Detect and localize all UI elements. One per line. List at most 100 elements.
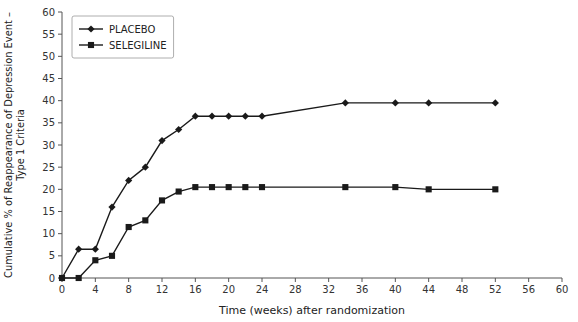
y-tick [58, 78, 62, 79]
x-tick-label: 24 [256, 284, 269, 295]
series-marker [158, 137, 165, 144]
y-tick-label: 55 [42, 29, 55, 40]
series-marker [225, 113, 232, 120]
y-tick [58, 255, 62, 256]
series-marker [209, 184, 215, 190]
x-tick [295, 278, 296, 282]
series-marker [159, 197, 165, 203]
y-tick-label: 10 [42, 228, 55, 239]
x-tick-label: 12 [156, 284, 169, 295]
x-tick [428, 278, 429, 282]
x-tick [95, 278, 96, 282]
x-tick [262, 278, 263, 282]
series-marker [192, 184, 198, 190]
y-tick [58, 211, 62, 212]
series-marker [492, 99, 499, 106]
series-marker [192, 113, 199, 120]
x-tick [195, 278, 196, 282]
series-marker [92, 257, 98, 263]
series-marker [392, 99, 399, 106]
series-marker [59, 275, 65, 281]
y-tick [58, 12, 62, 13]
x-tick-label: 56 [522, 284, 535, 295]
series-marker [426, 186, 432, 192]
series-marker [258, 113, 265, 120]
series-marker [342, 99, 349, 106]
series-marker [492, 186, 498, 192]
y-tick [58, 100, 62, 101]
y-axis-label-line: Cumulative % of Reappearance of Depressi… [3, 12, 14, 278]
y-tick [58, 167, 62, 168]
series-marker [259, 184, 265, 190]
x-tick-label: 44 [422, 284, 435, 295]
y-axis-label: Cumulative % of Reappearance of Depressi… [3, 12, 26, 278]
x-tick-label: 16 [189, 284, 202, 295]
series-marker [126, 224, 132, 230]
series-marker [58, 274, 65, 281]
x-tick [362, 278, 363, 282]
plot-area [58, 99, 499, 281]
x-tick-label: 20 [222, 284, 235, 295]
y-tick-label: 20 [42, 184, 55, 195]
y-tick-label: 15 [42, 206, 55, 217]
x-tick-label: 28 [289, 284, 302, 295]
x-tick-label: 36 [356, 284, 369, 295]
y-tick [58, 122, 62, 123]
x-tick-label: 0 [59, 284, 65, 295]
y-tick-label: 45 [42, 73, 55, 84]
series-marker [76, 275, 82, 281]
series-marker [242, 184, 248, 190]
x-tick [328, 278, 329, 282]
series-marker [226, 184, 232, 190]
y-tick-label: 25 [42, 162, 55, 173]
x-tick [462, 278, 463, 282]
x-axis-label: Time (weeks) after randomization [218, 304, 405, 317]
x-tick-label: 40 [389, 284, 402, 295]
x-tick [562, 278, 563, 282]
x-tick [128, 278, 129, 282]
x-tick-label: 60 [556, 284, 569, 295]
series-marker [142, 217, 148, 223]
series-marker [208, 113, 215, 120]
y-tick-label: 35 [42, 117, 55, 128]
y-tick [58, 145, 62, 146]
y-axis-label-line: Type 1 Criteria [15, 109, 26, 182]
x-tick [495, 278, 496, 282]
legend-label: SELEGILINE [109, 40, 167, 51]
series-marker [92, 246, 99, 253]
y-tick-label: 60 [42, 7, 55, 18]
x-tick [528, 278, 529, 282]
legend: PLACEBO SELEGILINE [72, 16, 174, 58]
y-tick [58, 34, 62, 35]
legend-label: PLACEBO [109, 24, 155, 35]
y-tick-label: 30 [42, 140, 55, 151]
series-marker [392, 184, 398, 190]
x-tick [395, 278, 396, 282]
series-line [62, 187, 495, 278]
y-tick [58, 189, 62, 190]
series-marker [75, 246, 82, 253]
series-marker [108, 203, 115, 210]
series-marker [425, 99, 432, 106]
x-tick [162, 278, 163, 282]
y-tick-label: 50 [42, 51, 55, 62]
x-tick-label: 48 [456, 284, 469, 295]
y-tick-label: 40 [42, 95, 55, 106]
x-tick [228, 278, 229, 282]
series-marker [176, 188, 182, 194]
legend-swatch-marker [88, 42, 94, 48]
series-line [62, 103, 495, 278]
y-tick [58, 233, 62, 234]
chart: 0481216202428323640444852566005101520253… [0, 0, 578, 322]
x-tick-label: 32 [322, 284, 335, 295]
x-tick-label: 52 [489, 284, 502, 295]
x-axis-line [62, 278, 562, 279]
legend-swatch-marker [87, 25, 94, 32]
legend-box [72, 16, 174, 58]
x-tick-label: 8 [125, 284, 131, 295]
series-marker [175, 126, 182, 133]
series-marker [142, 164, 149, 171]
series-marker [109, 253, 115, 259]
x-tick-label: 4 [92, 284, 98, 295]
series-marker [242, 113, 249, 120]
